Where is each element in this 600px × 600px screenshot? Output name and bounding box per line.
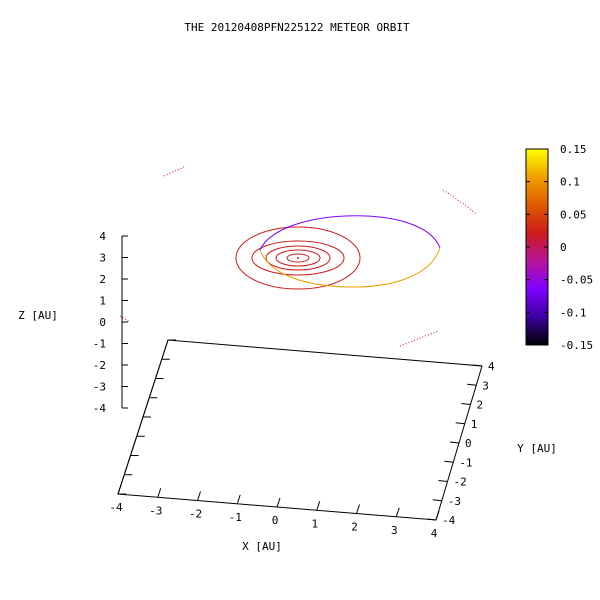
z-axis-label: Z [AU] bbox=[18, 309, 58, 322]
y-tick-label: 2 bbox=[477, 399, 484, 412]
y-tick-label: -3 bbox=[448, 495, 461, 508]
x-tick-label: 0 bbox=[272, 514, 279, 527]
z-tick-label: 3 bbox=[99, 252, 106, 265]
z-tick-label: 0 bbox=[99, 316, 106, 329]
x-tick-label: 3 bbox=[391, 524, 398, 537]
x-tick-label: -4 bbox=[109, 501, 123, 514]
xy-plane bbox=[117, 339, 483, 521]
meteor-orbit-lower bbox=[259, 247, 441, 288]
x-tick-label: -2 bbox=[189, 508, 202, 521]
planet-orbit bbox=[251, 240, 345, 276]
y-tick-label: 1 bbox=[471, 418, 478, 431]
y-axis-ticks: -4 -3 -2 -1 0 1 2 3 4 bbox=[426, 360, 495, 527]
x-tick-mark bbox=[435, 510, 440, 521]
chart-title: THE 20120408PFN225122 METEOR ORBIT bbox=[184, 21, 410, 34]
x-axis-ticks: -4 -3 -2 -1 0 1 2 3 4 bbox=[109, 484, 440, 540]
orbits-group bbox=[235, 215, 441, 290]
x-tick-mark bbox=[356, 504, 360, 514]
z-tick-label: -4 bbox=[93, 402, 107, 415]
x-tick-mark bbox=[197, 491, 201, 501]
colorbar-tick-label: -0.05 bbox=[560, 274, 593, 287]
y-tick-label: 4 bbox=[488, 360, 495, 373]
outer-orbit-segment bbox=[119, 315, 131, 323]
y-tick-mark bbox=[449, 441, 460, 444]
y-tick-label: 0 bbox=[465, 437, 472, 450]
planet-orbit bbox=[286, 253, 310, 263]
y-tick-label: 3 bbox=[482, 379, 489, 392]
plane-outline bbox=[117, 339, 483, 521]
x-tick-mark bbox=[236, 494, 241, 504]
outer-orbit-segment bbox=[442, 189, 477, 215]
x-axis-label: X [AU] bbox=[242, 540, 282, 553]
y-tick-label: -4 bbox=[442, 514, 456, 527]
y-tick-label: -2 bbox=[454, 476, 467, 489]
colorbar-tick-label: 0.15 bbox=[560, 143, 587, 156]
y-tick-mark bbox=[444, 460, 454, 463]
x-tick-mark bbox=[316, 501, 321, 511]
z-tick-label: -3 bbox=[93, 381, 106, 394]
colorbar-tick-label: 0.1 bbox=[560, 176, 580, 189]
x-tick-label: 2 bbox=[351, 521, 358, 534]
y-axis-label: Y [AU] bbox=[517, 442, 557, 455]
x-tick-label: -3 bbox=[149, 504, 162, 517]
y-tick-mark bbox=[455, 422, 465, 425]
y-tick-label: -1 bbox=[459, 456, 472, 469]
x-tick-mark bbox=[395, 507, 400, 517]
y-tick-mark bbox=[467, 383, 477, 386]
z-tick-label: 1 bbox=[99, 295, 106, 308]
y-tick-mark bbox=[472, 364, 483, 367]
z-tick-label: 2 bbox=[99, 273, 106, 286]
x-tick-mark bbox=[276, 497, 281, 508]
colorbar: 0.15 0.1 0.05 0 -0.05 -0.1 -0.15 bbox=[525, 143, 593, 352]
x-tick-label: 1 bbox=[311, 517, 318, 530]
stray-orbit-segments bbox=[119, 165, 477, 347]
meteor-orbit-upper bbox=[259, 215, 441, 251]
colorbar-tick-label: 0 bbox=[560, 241, 567, 254]
z-tick-label: -1 bbox=[93, 338, 106, 351]
x-tick-label: 4 bbox=[431, 527, 438, 540]
z-axis: 4 3 2 1 0 -1 -2 -3 -4 bbox=[93, 230, 176, 495]
y-tick-mark bbox=[432, 499, 442, 502]
x-tick-label: -1 bbox=[229, 511, 242, 524]
planet-orbit bbox=[265, 245, 331, 271]
colorbar-tick-label: -0.1 bbox=[560, 306, 587, 319]
colorbar-tick-label: -0.15 bbox=[560, 339, 593, 352]
x-tick-mark bbox=[157, 488, 162, 498]
outer-orbit-segment bbox=[163, 165, 187, 177]
planet-orbit bbox=[235, 226, 361, 290]
colorbar-tick-label: 0.05 bbox=[560, 208, 587, 221]
planet-orbit bbox=[275, 249, 321, 267]
y-tick-mark bbox=[426, 518, 437, 521]
sun-marker bbox=[297, 257, 299, 259]
z-tick-label: 4 bbox=[99, 230, 106, 243]
outer-orbit-segment bbox=[399, 330, 439, 347]
y-tick-mark bbox=[438, 480, 448, 482]
y-tick-mark bbox=[461, 403, 471, 405]
z-tick-label: -2 bbox=[93, 359, 106, 372]
